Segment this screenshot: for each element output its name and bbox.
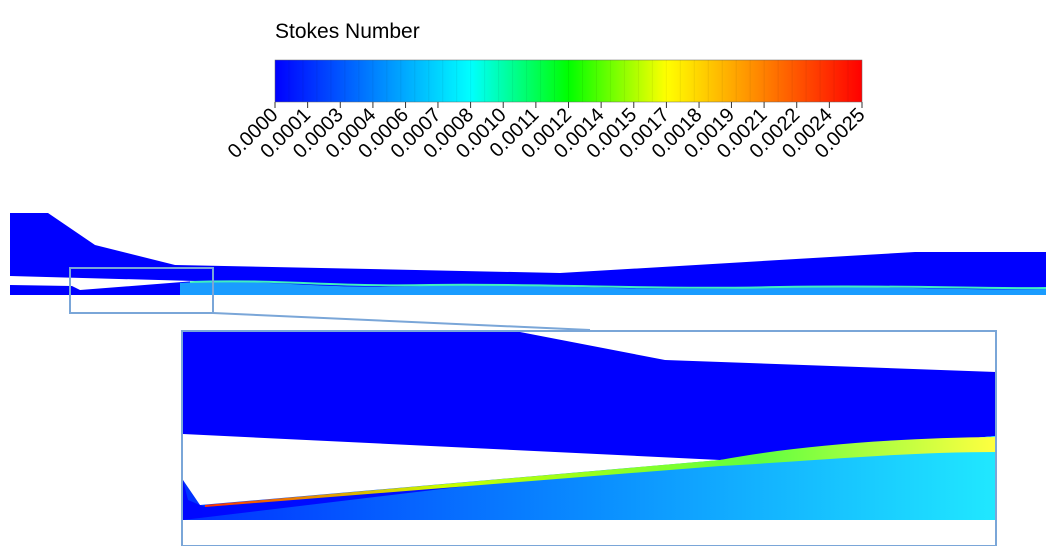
colorbar: 0.00000.00010.00030.00040.00060.00070.00… bbox=[224, 59, 870, 163]
field-region bbox=[183, 480, 500, 520]
zoom-frame bbox=[181, 330, 997, 546]
zoom-connector bbox=[212, 312, 591, 331]
stream-band bbox=[205, 437, 996, 507]
wall-gap bbox=[10, 276, 195, 290]
field-region bbox=[180, 281, 1046, 295]
colorbar-gradient bbox=[274, 59, 863, 103]
overview-field bbox=[10, 213, 1046, 331]
colorbar-title: Stokes Number bbox=[275, 20, 420, 43]
zoom-field bbox=[181, 330, 997, 546]
field-region bbox=[10, 213, 1046, 295]
zoom-box bbox=[69, 267, 214, 314]
field-region bbox=[183, 332, 996, 460]
stream-band bbox=[189, 280, 1046, 290]
